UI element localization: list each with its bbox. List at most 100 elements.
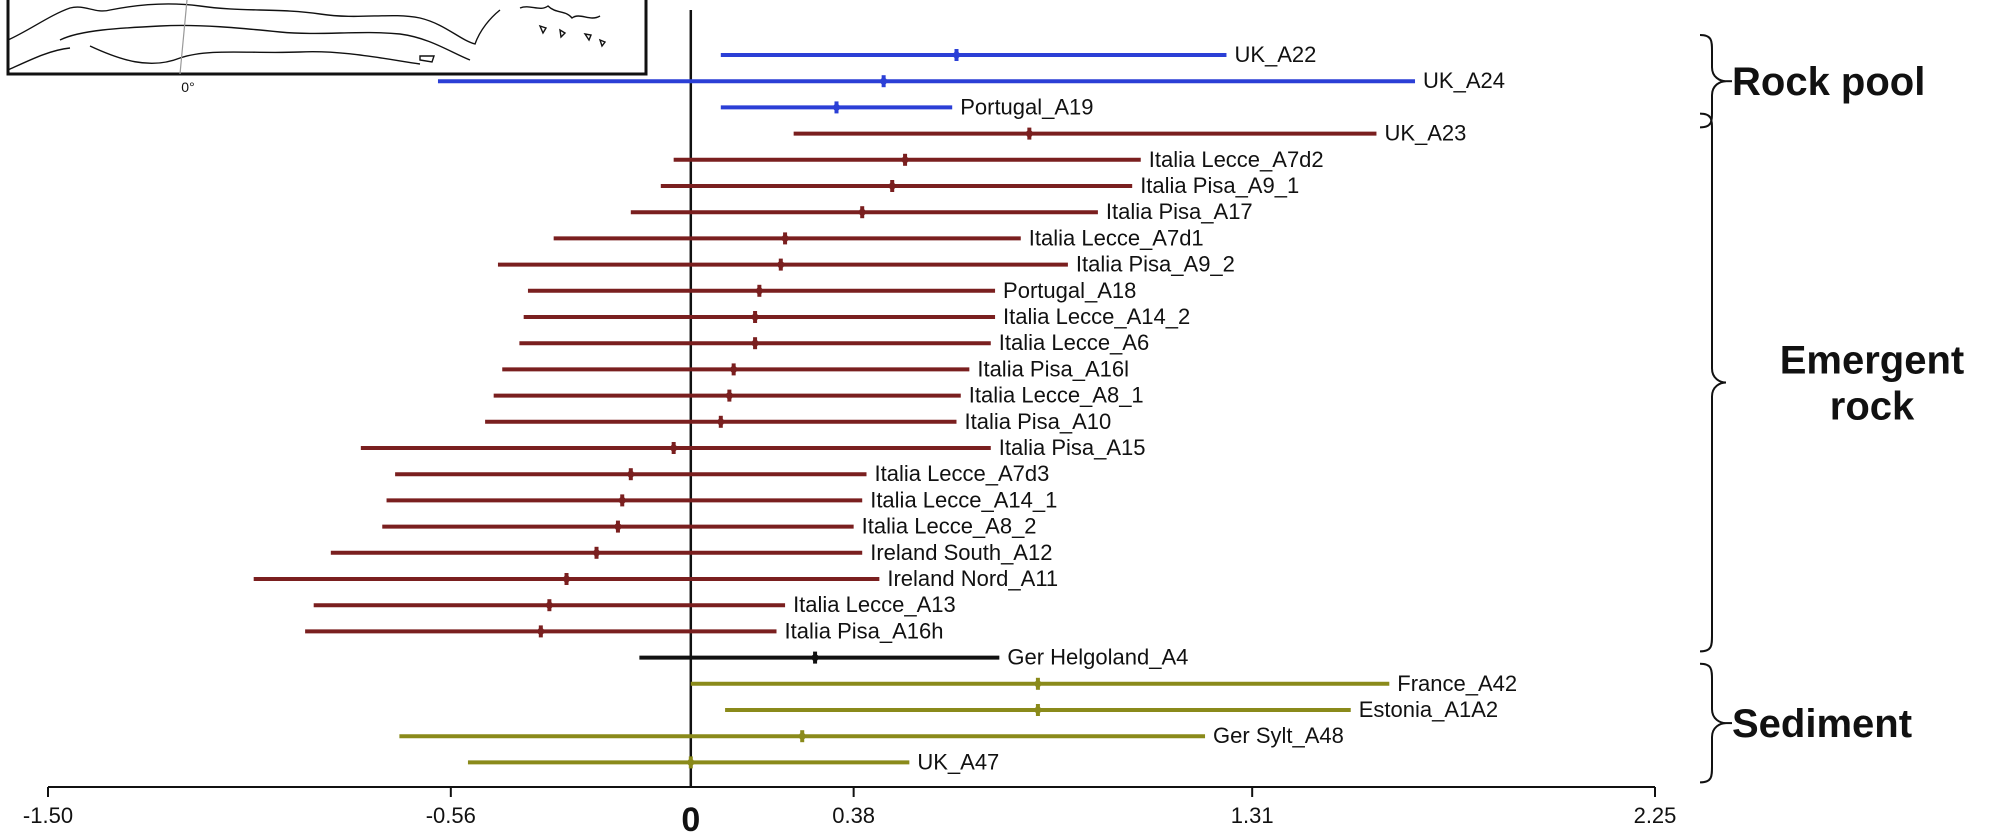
inset-map: 0° [6, 0, 648, 95]
forest-row: UK_A23 [793, 121, 1466, 146]
row-label: Italia Pisa_A9_2 [1076, 252, 1235, 277]
row-label: Italia Lecce_A7d3 [874, 461, 1049, 486]
point-estimate-dot [777, 261, 785, 269]
x-axis-tick-label: -1.50 [23, 803, 73, 828]
group-label: rock [1830, 385, 1915, 429]
row-label: UK_A47 [917, 749, 999, 774]
group-brace [1699, 112, 1727, 653]
inset-map-meridian-label: 0° [181, 79, 194, 95]
row-label: Italia Pisa_A15 [999, 435, 1146, 460]
row-label: Ireland Nord_A11 [887, 566, 1058, 591]
row-label: Italia Lecce_A7d1 [1029, 225, 1204, 250]
row-label: Italia Pisa_A16h [785, 618, 944, 643]
forest-row: Italia Pisa_A15 [360, 435, 1146, 460]
point-estimate-dot [618, 496, 626, 504]
forest-row: UK_A47 [467, 749, 999, 774]
group-brace [1699, 662, 1727, 784]
forest-row: Portugal_A19 [720, 94, 1094, 119]
row-label: Italia Lecce_A13 [793, 592, 956, 617]
forest-row: Italia Lecce_A6 [519, 330, 1149, 355]
point-estimate-dot [627, 470, 635, 478]
data-rows: UK_A22 UK_A24 Portugal_A19 UK_A23 Italia Lec… [253, 42, 1517, 774]
point-estimate-dot [1034, 680, 1042, 688]
forest-row: Italia Lecce_A14_1 [386, 487, 1057, 512]
forest-row: Italia Pisa_A9_2 [497, 252, 1235, 277]
point-estimate-dot [563, 575, 571, 583]
row-label: Estonia_A1A2 [1359, 697, 1498, 722]
x-axis: -1.50 -0.56 0.38 1.31 2.25 [23, 786, 1677, 828]
point-estimate-dot [730, 365, 738, 373]
row-label: Italia Pisa_A17 [1106, 199, 1253, 224]
point-estimate-dot [670, 444, 678, 452]
forest-row: Italia Lecce_A7d2 [673, 147, 1324, 172]
point-estimate-dot [781, 234, 789, 242]
row-label: Italia Pisa_A16l [977, 356, 1129, 381]
forest-row: Italia Pisa_A10 [485, 409, 1111, 434]
forest-row: Portugal_A18 [527, 278, 1136, 303]
row-label: France_A42 [1397, 671, 1517, 696]
forest-row: UK_A24 [437, 68, 1505, 93]
forest-row: Ireland South_A12 [330, 540, 1052, 565]
point-estimate-dot [593, 549, 601, 557]
point-estimate-dot [751, 313, 759, 321]
group-label: Emergent [1780, 339, 1965, 383]
row-label: Portugal_A18 [1003, 278, 1136, 303]
point-estimate-dot [1025, 130, 1033, 138]
row-label: Italia Lecce_A14_1 [870, 487, 1057, 512]
inset-map-frame [6, 0, 648, 76]
row-label: Italia Pisa_A10 [964, 409, 1111, 434]
row-label: Portugal_A19 [960, 94, 1093, 119]
point-estimate-dot [858, 208, 866, 216]
row-label: Italia Pisa_A9_1 [1140, 173, 1299, 198]
forest-row: Italia Lecce_A7d3 [395, 461, 1049, 486]
row-label: Ger Sylt_A48 [1213, 723, 1344, 748]
x-axis-tick-label: -0.56 [426, 803, 476, 828]
row-label: UK_A22 [1234, 42, 1316, 67]
forest-row: Italia Lecce_A14_2 [523, 304, 1190, 329]
forest-row: Italia Lecce_A7d1 [553, 225, 1204, 250]
row-label: Italia Lecce_A8_2 [862, 514, 1037, 539]
point-estimate-dot [952, 51, 960, 59]
point-estimate-dot [880, 77, 888, 85]
row-label: Italia Lecce_A6 [999, 330, 1149, 355]
group-label: Sediment [1732, 702, 1912, 746]
forest-row: Estonia_A1A2 [725, 697, 1498, 722]
forest-row: Italia Pisa_A9_1 [660, 173, 1299, 198]
point-estimate-dot [537, 627, 545, 635]
point-estimate-dot [888, 182, 896, 190]
row-label: Italia Lecce_A7d2 [1149, 147, 1324, 172]
row-label: Italia Lecce_A8_1 [969, 383, 1144, 408]
point-estimate-dot [687, 758, 695, 766]
point-estimate-dot [545, 601, 553, 609]
point-estimate-dot [798, 732, 806, 740]
forest-row: Ger Helgoland_A4 [639, 645, 1188, 670]
point-estimate-dot [811, 654, 819, 662]
forest-row: Italia Lecce_A8_1 [493, 383, 1144, 408]
x-axis-tick-label: 2.25 [1634, 803, 1677, 828]
forest-row: France_A42 [690, 671, 1517, 696]
point-estimate-dot [755, 287, 763, 295]
point-estimate-dot [725, 392, 733, 400]
group-annotation: Rock pool [1699, 34, 1925, 129]
forest-row: UK_A22 [720, 42, 1316, 67]
row-label: Italia Lecce_A14_2 [1003, 304, 1190, 329]
inset-map-islands [419, 5, 607, 63]
point-estimate-dot [751, 339, 759, 347]
point-estimate-dot [1034, 706, 1042, 714]
forest-row: Ireland Nord_A11 [253, 566, 1058, 591]
forest-row: Italia Pisa_A16l [502, 356, 1129, 381]
point-estimate-dot [717, 418, 725, 426]
group-annotation: Sediment [1699, 662, 1912, 784]
point-estimate-dot [901, 156, 909, 164]
inset-map-coastline [7, 3, 501, 71]
forest-row: Italia Lecce_A13 [313, 592, 956, 617]
zero-axis-label: 0 [681, 801, 700, 832]
inset-map-meridian [179, 0, 188, 75]
x-axis-tick-label: 1.31 [1231, 803, 1274, 828]
forest-row: Ger Sylt_A48 [399, 723, 1344, 748]
row-label: Ireland South_A12 [870, 540, 1052, 565]
point-estimate-dot [833, 103, 841, 111]
row-label: Ger Helgoland_A4 [1007, 645, 1188, 670]
